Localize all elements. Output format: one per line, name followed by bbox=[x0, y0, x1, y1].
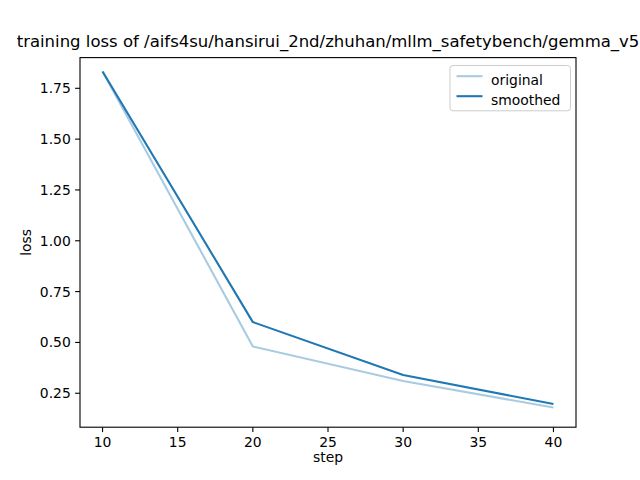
x-tick-label: 30 bbox=[394, 434, 412, 450]
y-axis-label: loss bbox=[18, 229, 34, 256]
legend-label-original: original bbox=[491, 72, 543, 88]
axes-frame bbox=[80, 58, 576, 428]
line-chart: 10 15 20 25 30 35 40 0.25 0.50 0.75 1.00 1.25 1.50 1.… bbox=[0, 0, 640, 480]
y-tick-label: 0.25 bbox=[40, 385, 71, 401]
y-tick-label: 1.00 bbox=[40, 233, 71, 249]
chart-title: training loss of /aifs4su/hansirui_2nd/z… bbox=[17, 32, 640, 52]
x-axis-label: step bbox=[313, 449, 343, 465]
legend-label-smoothed: smoothed bbox=[491, 92, 560, 108]
figure: 10 15 20 25 30 35 40 0.25 0.50 0.75 1.00 1.25 1.50 1.… bbox=[0, 0, 640, 480]
x-tick-label: 35 bbox=[469, 434, 487, 450]
y-tick-label: 1.25 bbox=[40, 182, 71, 198]
series-line-original bbox=[103, 71, 554, 407]
y-tick-label: 0.75 bbox=[40, 284, 71, 300]
x-tick-label: 10 bbox=[94, 434, 112, 450]
x-tick-label: 40 bbox=[545, 434, 563, 450]
x-tick-label: 20 bbox=[244, 434, 262, 450]
series-line-smoothed bbox=[103, 71, 554, 404]
x-tick-label: 25 bbox=[319, 434, 337, 450]
y-tick-label: 0.50 bbox=[40, 334, 71, 350]
x-tick-label: 15 bbox=[169, 434, 187, 450]
y-tick-label: 1.50 bbox=[40, 131, 71, 147]
y-tick-label: 1.75 bbox=[40, 80, 71, 96]
